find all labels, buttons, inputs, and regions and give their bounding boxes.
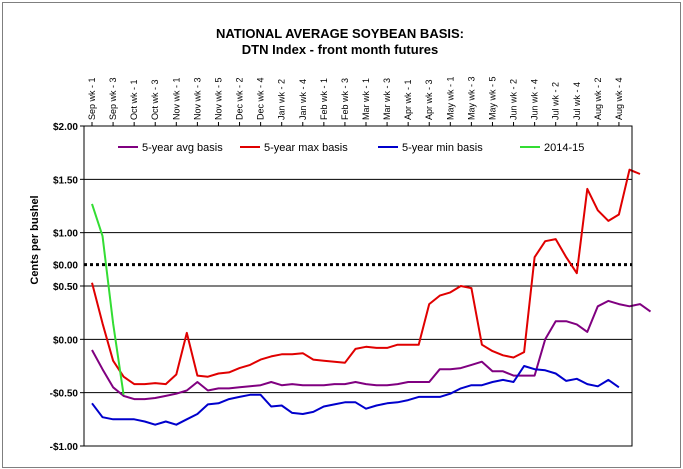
x-tick-label-16: Apr wk - 3 (424, 79, 434, 120)
x-tick-label-6: Nov wk - 5 (213, 77, 223, 120)
y-axis-label: Cents per bushel (29, 195, 41, 284)
x-tick-label-9: Jan wk - 2 (277, 79, 287, 120)
legend-label-0: 5-year avg basis (142, 142, 223, 154)
x-tick-label-1: Sep wk - 3 (108, 77, 118, 120)
x-tick-label-3: Oct wk - 3 (150, 79, 160, 120)
y-tick-label-4: $0.00 (53, 335, 78, 346)
y-tick-label-2: $1.00 (53, 229, 78, 240)
series-line-3 (91, 203, 125, 395)
y-tick-label-6: -$1.00 (50, 442, 79, 453)
x-tick-label-25: Aug wk - 4 (614, 77, 624, 120)
x-tick-label-8: Dec wk - 4 (256, 77, 266, 120)
x-tick-label-0: Sep wk - 1 (87, 77, 97, 120)
x-tick-label-4: Nov wk - 1 (171, 77, 181, 120)
x-tick-label-21: Jun wk - 4 (530, 79, 540, 120)
x-tick-label-20: Jun wk - 2 (509, 79, 519, 120)
y-tick-label-5: -$0.50 (50, 389, 79, 400)
x-tick-label-19: May wk - 5 (487, 76, 497, 120)
x-tick-label-7: Dec wk - 2 (235, 77, 245, 120)
legend-label-2: 5-year min basis (402, 142, 483, 154)
series-line-1 (91, 168, 641, 386)
legend-label-1: 5-year max basis (264, 142, 348, 154)
x-tick-label-23: Jul wk - 4 (572, 82, 582, 120)
chart-title-line2: DTN Index - front month futures (242, 42, 438, 57)
plot-area-border (83, 125, 633, 447)
x-tick-label-2: Oct wk - 1 (129, 79, 139, 120)
chart-title-line1: NATIONAL AVERAGE SOYBEAN BASIS: (216, 26, 464, 41)
y-tick-label-1: $1.50 (53, 175, 78, 186)
x-tick-label-22: Jul wk - 2 (551, 82, 561, 120)
x-tick-label-14: Mar wk - 3 (382, 78, 392, 120)
x-tick-label-13: Mar wk - 1 (361, 78, 371, 120)
x-tick-label-15: Apr wk - 1 (403, 79, 413, 120)
y-tick-label-0: $2.00 (53, 122, 78, 133)
legend: 5-year avg basis 5-year max basis 5-year m… (118, 142, 584, 154)
y-axis-ticks: $2.00 $1.50 $1.00 $0.50 $0.00 -$0.50 -$1.00 $0.… (50, 122, 84, 453)
series-lines (91, 168, 652, 426)
series-line-0 (91, 299, 652, 401)
x-tick-label-17: May wk - 1 (445, 76, 455, 120)
x-tick-label-18: May wk - 3 (466, 76, 476, 120)
x-tick-label-5: Nov wk - 3 (192, 77, 202, 120)
x-tick-label-24: Aug wk - 2 (593, 77, 603, 120)
x-axis-ticks: Sep wk - 1 Sep wk - 3 Oct wk - 1 Oct wk - 3… (87, 76, 624, 126)
gridlines (84, 178, 632, 394)
x-tick-label-12: Feb wk - 3 (340, 78, 350, 120)
zero-reference-label: $0.00 (53, 261, 78, 272)
x-tick-label-10: Jan wk - 4 (298, 79, 308, 120)
series-line-2 (91, 365, 620, 426)
legend-label-3: 2014-15 (544, 142, 584, 154)
y-tick-label-3: $0.50 (53, 282, 78, 293)
x-tick-label-11: Feb wk - 1 (319, 78, 329, 120)
